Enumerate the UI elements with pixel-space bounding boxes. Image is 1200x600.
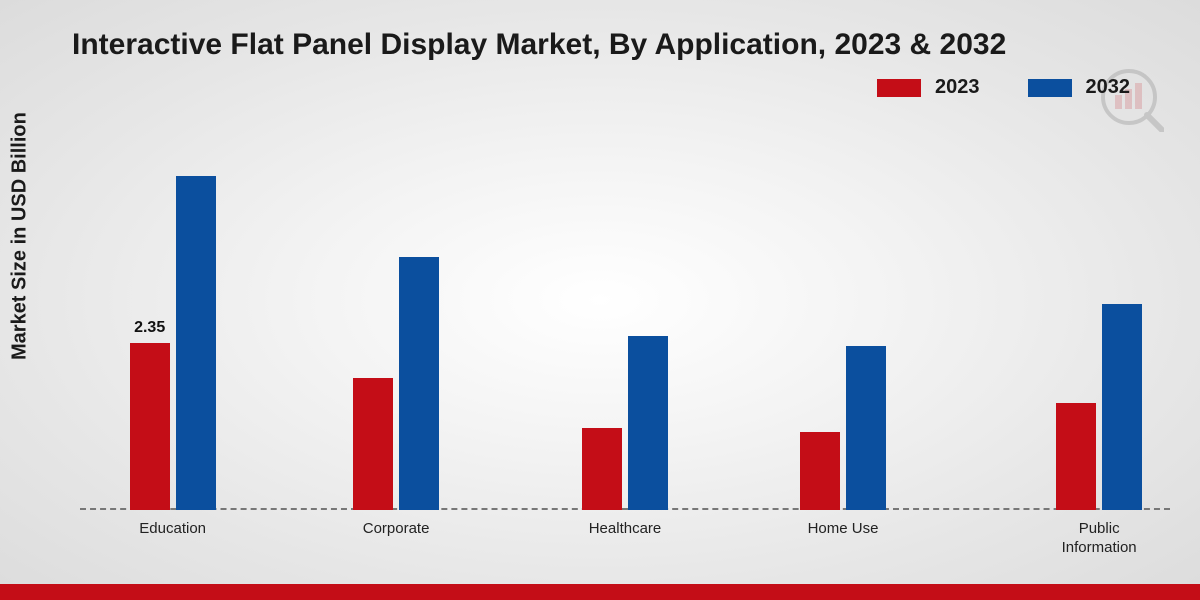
legend-item-2032: 2032 (1028, 76, 1131, 99)
bar-group (1056, 304, 1142, 510)
bar-2023: 2.35 (130, 343, 170, 510)
bar-2023 (582, 428, 622, 510)
legend-swatch-2023 (877, 79, 921, 97)
chart-page: Interactive Flat Panel Display Market, B… (0, 0, 1200, 600)
legend: 2023 2032 (877, 76, 1130, 99)
bar-2032 (399, 257, 439, 510)
x-axis-category-label: Home Use (808, 520, 879, 539)
bar-2032 (628, 336, 668, 510)
x-axis-category-label: Healthcare (589, 520, 662, 539)
legend-swatch-2032 (1028, 79, 1072, 97)
bar-2032 (176, 176, 216, 510)
bar-2023 (353, 378, 393, 510)
bar-group (353, 257, 439, 510)
legend-item-2023: 2023 (877, 76, 980, 99)
bar-2032 (846, 346, 886, 510)
legend-label-2032: 2032 (1086, 76, 1131, 99)
bar-2023 (800, 432, 840, 510)
bar-group (582, 336, 668, 510)
bar-group (800, 346, 886, 510)
footer-accent-bar (0, 584, 1200, 600)
bar-2023 (1056, 403, 1096, 510)
bar-group: 2.35 (130, 176, 216, 510)
chart-title: Interactive Flat Panel Display Market, B… (72, 28, 1006, 62)
x-axis-category-label: Education (139, 520, 206, 539)
bar-2032 (1102, 304, 1142, 510)
y-axis-label: Market Size in USD Billion (9, 112, 32, 360)
x-axis-category-label: PublicInformation (1062, 520, 1137, 558)
x-axis-category-label: Corporate (363, 520, 430, 539)
plot-area: 2.35EducationCorporateHealthcareHome Use… (80, 140, 1170, 510)
legend-label-2023: 2023 (935, 76, 980, 99)
bar-value-label: 2.35 (134, 319, 165, 337)
